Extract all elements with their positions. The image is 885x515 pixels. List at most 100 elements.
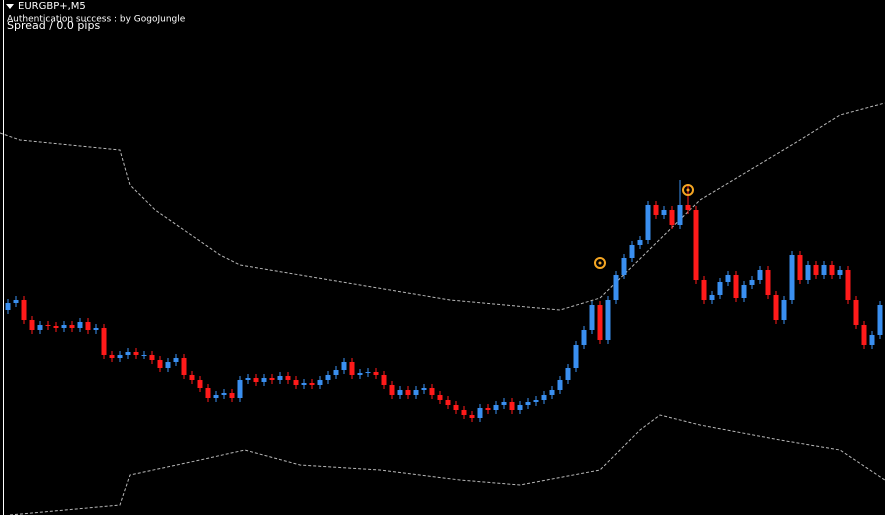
candle-body	[173, 358, 179, 362]
candle-body	[5, 303, 11, 310]
candle-body	[597, 305, 603, 340]
candle-body	[53, 326, 59, 328]
candle-body	[181, 358, 187, 375]
candle-body	[837, 270, 843, 275]
candle-body	[317, 380, 323, 385]
candle-body	[661, 210, 667, 215]
candle-body	[101, 328, 107, 355]
candle-body	[117, 355, 123, 358]
candle-body	[333, 370, 339, 375]
candle-body	[797, 255, 803, 280]
candle-body	[293, 380, 299, 385]
candle-body	[213, 395, 219, 398]
candle-body	[373, 372, 379, 375]
candle-body	[693, 210, 699, 280]
candle-body	[413, 390, 419, 395]
candle-body	[853, 300, 859, 325]
candle-body	[541, 395, 547, 400]
candle-body	[805, 265, 811, 280]
candle-body	[325, 375, 331, 380]
candle-body	[93, 328, 99, 330]
candle-body	[509, 402, 515, 410]
status-text: Authentication success : by GogoJungle	[7, 15, 186, 25]
candle-body	[109, 355, 115, 358]
candle-body	[821, 265, 827, 275]
candle-body	[437, 395, 443, 400]
candle-body	[157, 360, 163, 368]
candle-body	[685, 205, 691, 210]
band-line	[9, 414, 885, 515]
candle-body	[845, 270, 851, 300]
candle-body	[277, 376, 283, 380]
candle-body	[549, 390, 555, 395]
candle-body	[189, 375, 195, 380]
candle-body	[589, 305, 595, 330]
candle-body	[85, 322, 91, 330]
candle-body	[525, 402, 531, 405]
candle-body	[389, 385, 395, 395]
candle-body	[493, 405, 499, 410]
candle-body	[717, 282, 723, 295]
candle-body	[701, 280, 707, 300]
candle-body	[573, 345, 579, 368]
candle-body	[165, 362, 171, 368]
candle-body	[725, 275, 731, 282]
candle-body	[485, 408, 491, 410]
candle-body	[605, 300, 611, 340]
candle-body	[285, 376, 291, 380]
candle-body	[261, 378, 267, 382]
candle-body	[133, 352, 139, 355]
candle-body	[61, 325, 67, 328]
candle-body	[621, 258, 627, 275]
candle-body	[461, 410, 467, 415]
candle-body	[709, 295, 715, 300]
candle-body	[645, 205, 651, 240]
candle-body	[533, 400, 539, 402]
candle-body	[141, 355, 147, 356]
candle-body	[477, 408, 483, 418]
candle-body	[45, 325, 51, 326]
candle-body	[669, 210, 675, 225]
signal-marker	[682, 184, 694, 196]
candle-body	[341, 362, 347, 370]
candle-body	[29, 320, 35, 330]
candle-body	[637, 240, 643, 245]
signal-marker	[594, 257, 606, 269]
candle-body	[381, 375, 387, 385]
candle-body	[229, 393, 235, 398]
candle-body	[253, 378, 259, 382]
candle-body	[813, 265, 819, 275]
candle-body	[429, 388, 435, 395]
spread-text: Spread / 0.0 pips	[7, 19, 100, 32]
menu-arrow[interactable]	[6, 4, 14, 9]
candle-body	[269, 378, 275, 380]
candle-body	[237, 380, 243, 398]
candle-body	[69, 325, 75, 328]
candle-body	[245, 378, 251, 380]
candle-body	[13, 300, 19, 303]
candle-body	[77, 322, 83, 328]
candle-body	[301, 383, 307, 385]
candle-body	[677, 205, 683, 225]
candle-body	[349, 362, 355, 375]
candle-body	[613, 275, 619, 300]
candle-body	[205, 388, 211, 398]
candle-body	[501, 402, 507, 405]
candle-body	[149, 355, 155, 360]
candle-body	[517, 405, 523, 410]
candle-body	[453, 405, 459, 410]
signal-dot	[598, 261, 602, 265]
candle-body	[421, 388, 427, 390]
candle-body	[789, 255, 795, 300]
plot	[0, 102, 885, 515]
candle-body	[877, 305, 883, 335]
candle-body	[365, 372, 371, 373]
candle-body	[781, 300, 787, 320]
candle-body	[357, 373, 363, 375]
candle-body	[861, 325, 867, 345]
candle-body	[21, 300, 27, 320]
candle-body	[869, 335, 875, 345]
candle-body	[765, 270, 771, 295]
candle-body	[733, 275, 739, 298]
